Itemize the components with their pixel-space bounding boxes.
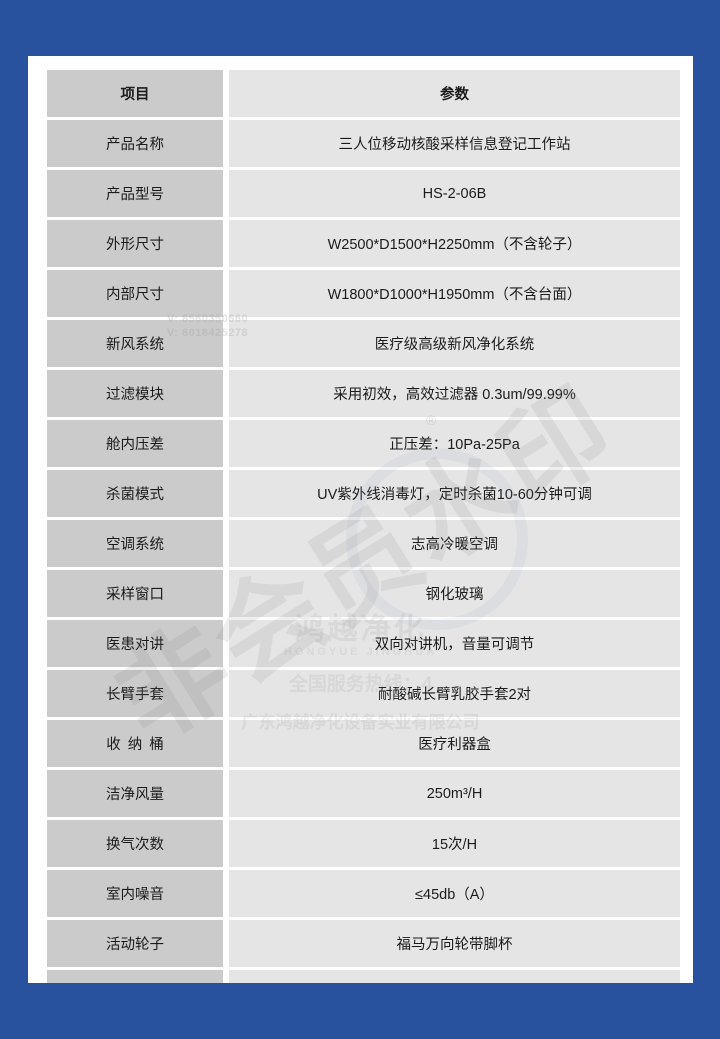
row-param-value: 250m³/H [229, 770, 680, 817]
table-row: 过滤模块 采用初效，高效过滤器 0.3um/99.99% [47, 370, 680, 417]
header-cell-param: 参数 [229, 70, 680, 117]
table-header-row: 项目 参数 [47, 70, 680, 117]
table-row: 外形尺寸 W2500*D1500*H2250mm（不含轮子） [47, 220, 680, 267]
row-item-label: 空调系统 [47, 520, 223, 567]
table-row: 换气次数 15次/H [47, 820, 680, 867]
table-row: 长臂手套 耐酸碱长臂乳胶手套2对 [47, 670, 680, 717]
table-row: 室内噪音 ≤45db（A） [47, 870, 680, 917]
row-param-value: 双向对讲机，音量可调节 [229, 620, 680, 667]
row-param-value: 钢化玻璃 [229, 570, 680, 617]
row-param-value: 耐酸碱长臂乳胶手套2对 [229, 670, 680, 717]
table-row: 医患对讲 双向对讲机，音量可调节 [47, 620, 680, 667]
row-param-value: 采用初效，高效过滤器 0.3um/99.99% [229, 370, 680, 417]
row-item-label: 收纳桶 [47, 720, 223, 767]
table-row: 内部尺寸 W1800*D1000*H1950mm（不含台面） [47, 270, 680, 317]
row-item-label: 采样窗口 [47, 570, 223, 617]
row-param-value: 福马万向轮带脚杯 [229, 920, 680, 967]
row-param-value: W1800*D1000*H1950mm（不含台面） [229, 270, 680, 317]
table-row: 舱内压差 正压差：10Pa-25Pa [47, 420, 680, 467]
row-item-label: 长臂手套 [47, 670, 223, 717]
row-param-value: 医疗级高级新风净化系统 [229, 320, 680, 367]
row-param-value: 正压差：10Pa-25Pa [229, 420, 680, 467]
row-param-value: 医疗利器盒 [229, 720, 680, 767]
row-item-label: 活动轮子 [47, 920, 223, 967]
row-item-label: 产品型号 [47, 170, 223, 217]
specification-table: 项目 参数 产品名称 三人位移动核酸采样信息登记工作站 产品型号 HS-2-06B 外形… [41, 67, 686, 983]
table-row: 空调系统 志高冷暖空调 [47, 520, 680, 567]
row-item-label: 新风系统 [47, 320, 223, 367]
row-param-value: 志高冷暖空调 [229, 520, 680, 567]
row-item-label: 过滤模块 [47, 370, 223, 417]
row-param-value: HS-2-06B [229, 170, 680, 217]
row-item-label: 外形尺寸 [47, 220, 223, 267]
row-item-label: 杀菌模式 [47, 470, 223, 517]
row-param-value: 15次/H [229, 820, 680, 867]
row-param-value: ≤45db（A） [229, 870, 680, 917]
row-param-value: UV紫外线消毒灯，定时杀菌10-60分钟可调 [229, 470, 680, 517]
table-row: 洁净风量 250m³/H [47, 770, 680, 817]
row-item-label: 医患对讲 [47, 620, 223, 667]
row-item-label: 洁净风量 [47, 770, 223, 817]
document-page: ® 非会员水印 鸿越净化 HONGYUE JINGHUA 全国服务热线：4 广东… [28, 56, 693, 983]
row-item-label: 舱内压差 [47, 420, 223, 467]
table-row: 收纳桶 医疗利器盒 [47, 720, 680, 767]
row-item-label: 室内噪音 [47, 870, 223, 917]
row-param-value: W2500*D1500*H2250mm（不含轮子） [229, 220, 680, 267]
row-item-label: 产品名称 [47, 120, 223, 167]
row-param-value: 220V 50hz 1250W [229, 970, 680, 983]
table-row: 新风系统 医疗级高级新风净化系统 [47, 320, 680, 367]
table-row: 活动轮子 福马万向轮带脚杯 [47, 920, 680, 967]
table-row: 电压功率 220V 50hz 1250W [47, 970, 680, 983]
table-row: 采样窗口 钢化玻璃 [47, 570, 680, 617]
row-item-label: 内部尺寸 [47, 270, 223, 317]
row-item-label: 电压功率 [47, 970, 223, 983]
table-row: 产品名称 三人位移动核酸采样信息登记工作站 [47, 120, 680, 167]
header-cell-item: 项目 [47, 70, 223, 117]
table-row: 杀菌模式 UV紫外线消毒灯，定时杀菌10-60分钟可调 [47, 470, 680, 517]
table-row: 产品型号 HS-2-06B [47, 170, 680, 217]
row-item-label: 换气次数 [47, 820, 223, 867]
row-param-value: 三人位移动核酸采样信息登记工作站 [229, 120, 680, 167]
